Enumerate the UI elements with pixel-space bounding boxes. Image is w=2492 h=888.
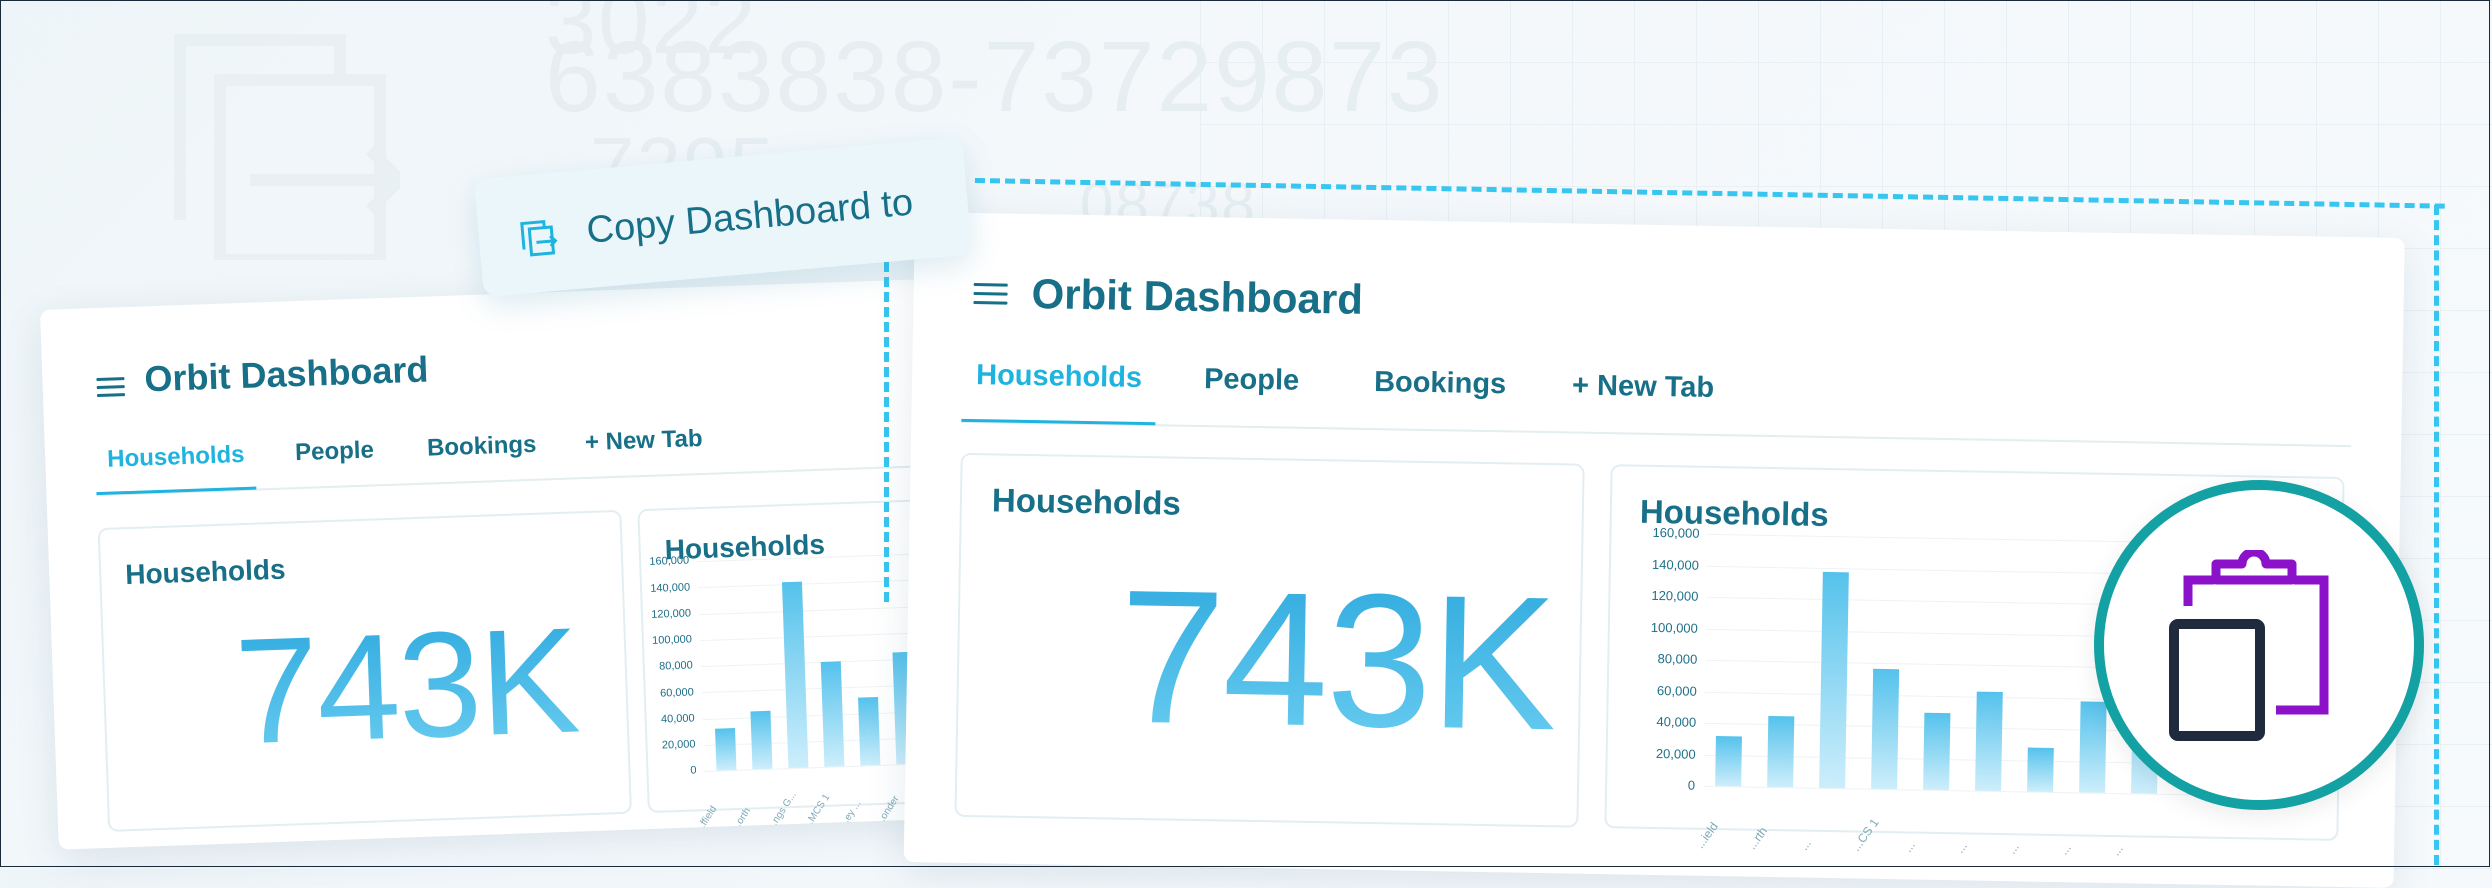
ghost-number-top: 3022: [545, 0, 758, 73]
dashed-connector-left: [884, 262, 889, 602]
copy-dashboard-tooltip[interactable]: Copy Dashboard to: [473, 136, 973, 298]
ghost-number: 6383838-73729873: [545, 21, 1445, 133]
clipboard-paste-icon: [2169, 550, 2329, 741]
dashed-connector-right: [2434, 205, 2439, 865]
ghost-copy-icon: [174, 34, 400, 260]
copy-to-icon: [520, 220, 558, 257]
image-frame: [0, 0, 2490, 867]
paste-badge[interactable]: [2094, 480, 2424, 810]
